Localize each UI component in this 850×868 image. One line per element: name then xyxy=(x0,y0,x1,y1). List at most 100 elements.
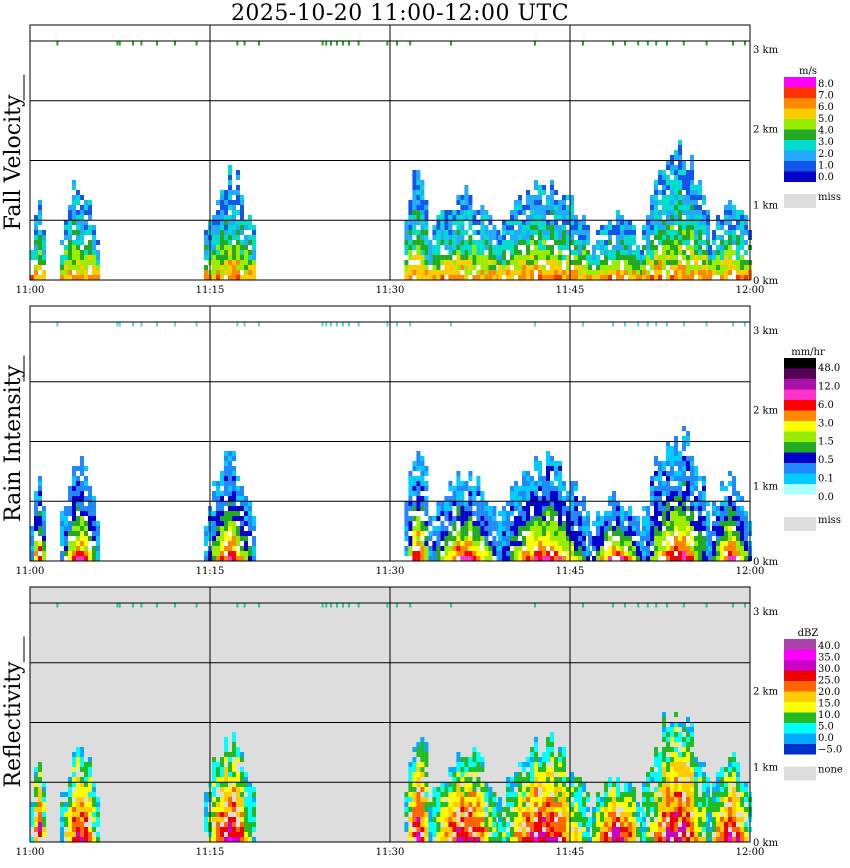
radar-pixel xyxy=(72,541,76,546)
radar-pixel xyxy=(686,230,690,235)
radar-pixel xyxy=(76,190,80,195)
radar-pixel xyxy=(546,205,550,210)
radar-pixel xyxy=(216,822,220,827)
radar-pixel xyxy=(440,275,445,280)
radar-pixel xyxy=(686,255,690,260)
radar-pixel xyxy=(476,531,481,536)
radar-pixel xyxy=(698,240,702,245)
radar-pixel xyxy=(488,792,493,797)
radar-pixel xyxy=(550,275,554,280)
radar-pixel xyxy=(440,792,445,797)
colorbar-swatch xyxy=(784,150,816,161)
radar-pixel xyxy=(694,230,698,235)
radar-pixel xyxy=(530,265,534,270)
radar-pixel xyxy=(408,797,413,802)
radar-pixel xyxy=(496,230,501,235)
radar-pixel xyxy=(712,230,716,235)
radar-pixel xyxy=(428,536,433,541)
radar-pixel xyxy=(724,516,728,521)
radar-pixel xyxy=(682,441,686,446)
radar-pixel xyxy=(550,205,554,210)
radar-pixel xyxy=(248,501,252,506)
radar-pixel xyxy=(582,782,586,787)
radar-pixel xyxy=(456,767,461,772)
radar-pixel xyxy=(690,195,694,200)
radar-pixel xyxy=(694,481,698,486)
radar-pixel xyxy=(570,541,574,546)
colorbar-label: 3.0 xyxy=(818,137,834,148)
radar-pixel xyxy=(248,822,252,827)
radar-pixel xyxy=(686,506,690,511)
radar-pixel xyxy=(468,516,473,521)
radar-pixel xyxy=(72,812,76,817)
radar-pixel xyxy=(408,551,413,556)
radar-pixel xyxy=(662,817,666,822)
radar-pixel xyxy=(92,235,96,240)
radar-pixel xyxy=(554,225,558,230)
radar-pixel xyxy=(678,797,682,802)
radar-pixel xyxy=(682,822,686,827)
radar-pixel xyxy=(526,205,530,210)
radar-pixel xyxy=(534,777,538,782)
radar-pixel xyxy=(224,210,228,215)
radar-pixel xyxy=(666,471,670,476)
radar-pixel xyxy=(408,546,413,551)
radar-pixel xyxy=(682,541,686,546)
radar-pixel xyxy=(740,832,744,837)
colorbar-label: 6.0 xyxy=(818,400,834,411)
radar-pixel xyxy=(460,807,465,812)
colorbar-label: 2.0 xyxy=(818,149,834,160)
radar-pixel xyxy=(694,757,698,762)
radar-pixel xyxy=(476,511,481,516)
radar-pixel xyxy=(642,506,646,511)
radar-pixel xyxy=(526,837,530,842)
radar-pixel xyxy=(716,822,720,827)
radar-pixel xyxy=(228,526,232,531)
radar-pixel xyxy=(510,817,514,822)
radar-pixel xyxy=(740,230,744,235)
radar-pixel xyxy=(574,521,578,526)
radar-pixel xyxy=(650,792,654,797)
radar-pixel xyxy=(554,210,558,215)
radar-pixel xyxy=(674,461,678,466)
radar-pixel xyxy=(534,757,538,762)
radar-pixel xyxy=(510,235,514,240)
radar-pixel xyxy=(690,516,694,521)
radar-pixel xyxy=(690,165,694,170)
radar-pixel xyxy=(534,456,538,461)
radar-pixel xyxy=(724,496,728,501)
radar-pixel xyxy=(566,516,570,521)
radar-pixel xyxy=(220,275,224,280)
radar-pixel xyxy=(216,782,220,787)
radar-pixel xyxy=(632,827,636,832)
surface-marker xyxy=(732,321,734,327)
radar-pixel xyxy=(224,215,228,220)
radar-pixel xyxy=(472,536,477,541)
radar-pixel xyxy=(476,516,481,521)
radar-pixel xyxy=(502,551,506,556)
radar-pixel xyxy=(550,501,554,506)
radar-pixel xyxy=(716,245,720,250)
radar-pixel xyxy=(34,506,38,511)
radar-pixel xyxy=(690,491,694,496)
radar-pixel xyxy=(468,200,473,205)
radar-pixel xyxy=(574,837,578,842)
radar-pixel xyxy=(464,546,469,551)
radar-pixel xyxy=(682,827,686,832)
radar-pixel xyxy=(654,185,658,190)
radar-pixel xyxy=(666,255,670,260)
radar-pixel xyxy=(708,260,712,265)
radar-pixel xyxy=(674,742,678,747)
radar-pixel xyxy=(436,551,441,556)
radar-pixel xyxy=(724,832,728,837)
radar-pixel xyxy=(420,506,425,511)
radar-pixel xyxy=(76,225,80,230)
radar-pixel xyxy=(236,526,240,531)
radar-pixel xyxy=(678,767,682,772)
radar-pixel xyxy=(542,501,546,506)
radar-pixel xyxy=(554,551,558,556)
radar-pixel xyxy=(550,245,554,250)
radar-pixel xyxy=(80,230,84,235)
radar-pixel xyxy=(646,546,650,551)
radar-pixel xyxy=(68,837,72,842)
